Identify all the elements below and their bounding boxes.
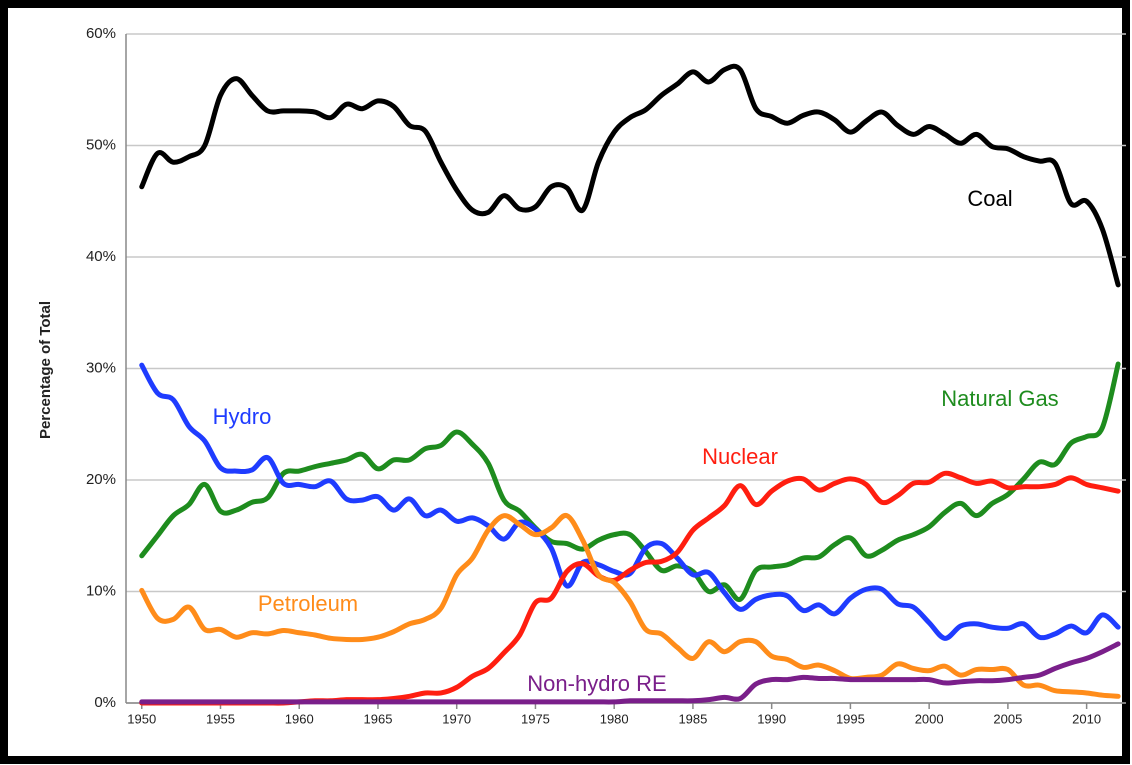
y-tick-label: 10% <box>86 582 116 599</box>
series-label: Petroleum <box>258 591 358 616</box>
series-label: Non-hydro RE <box>527 671 666 696</box>
x-tick-label: 1955 <box>206 711 235 726</box>
y-tick-label: 20% <box>86 471 116 488</box>
y-tick-label: 30% <box>86 359 116 376</box>
y-tick-label: 0% <box>94 694 116 711</box>
x-tick-label: 1960 <box>285 711 314 726</box>
series-line <box>139 63 1121 288</box>
series-label: Coal <box>967 186 1012 211</box>
y-tick-label: 50% <box>86 136 116 153</box>
series-label: Hydro <box>213 404 272 429</box>
series-line <box>139 513 1121 699</box>
x-tick-label: 2005 <box>993 711 1022 726</box>
series-line <box>139 361 1121 602</box>
x-tick-label: 1950 <box>127 711 156 726</box>
x-tick-label: 2000 <box>915 711 944 726</box>
series-line <box>139 362 1121 641</box>
x-tick-label: 1975 <box>521 711 550 726</box>
x-tick-label: 1970 <box>442 711 471 726</box>
y-tick-label: 40% <box>86 248 116 265</box>
x-tick-label: 1985 <box>678 711 707 726</box>
x-tick-label: 1965 <box>364 711 393 726</box>
series-line <box>139 641 1121 705</box>
y-axis-title: Percentage of Total <box>37 301 54 439</box>
x-tick-label: 1995 <box>836 711 865 726</box>
x-tick-label: 1990 <box>757 711 786 726</box>
x-tick-label: 1980 <box>600 711 629 726</box>
y-tick-label: 60% <box>86 25 116 42</box>
series-label: Natural Gas <box>941 386 1058 411</box>
x-tick-label: 2010 <box>1072 711 1101 726</box>
series-label: Nuclear <box>702 444 778 469</box>
